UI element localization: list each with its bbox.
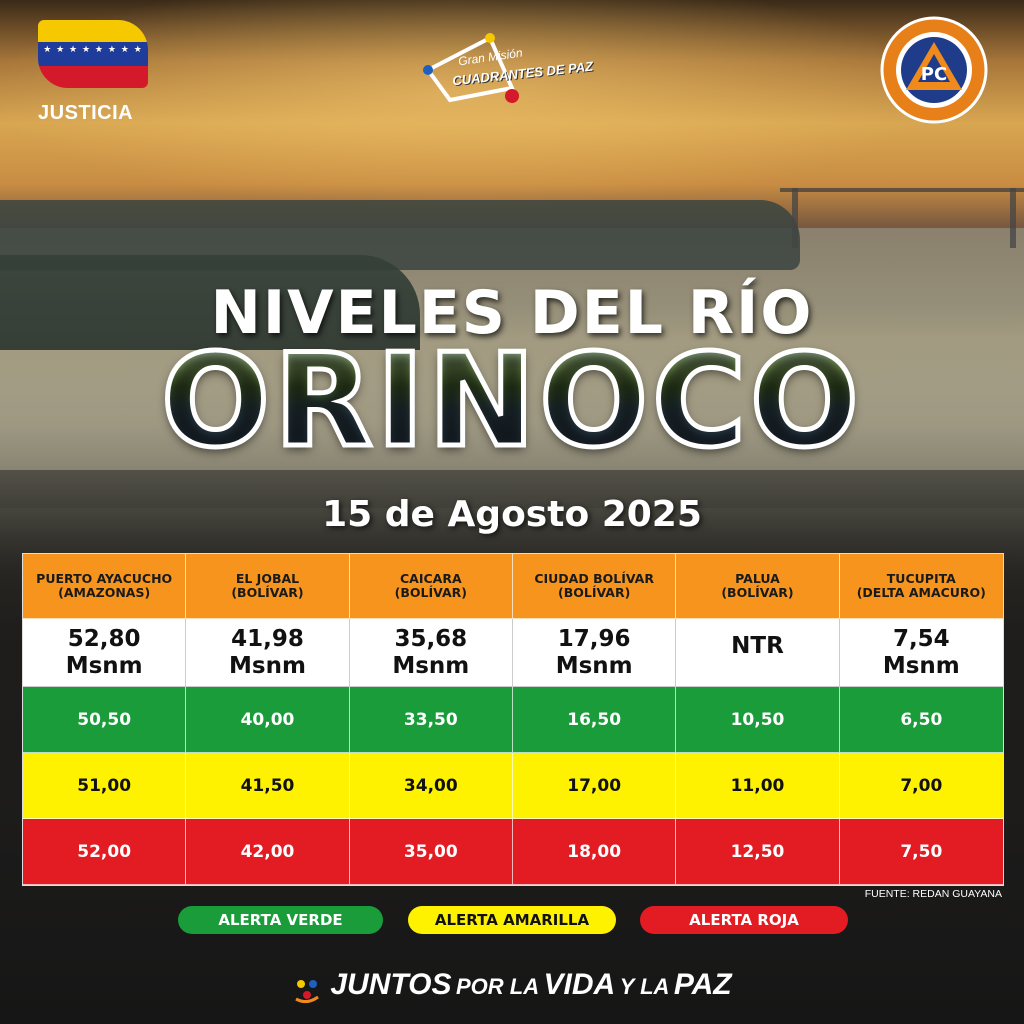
report-date: 15 de Agosto 2025 — [322, 494, 702, 535]
red-alert-cell: 35,00 — [349, 819, 513, 885]
current-level-cell: 7,54 Msnm — [839, 619, 1003, 687]
yellow-alert-cell: 7,00 — [839, 753, 1003, 819]
red-alert-cell: 18,00 — [512, 819, 677, 885]
proteccion-civil-badge-icon: PC — [880, 16, 988, 124]
red-alert-cell: 42,00 — [186, 819, 350, 885]
bridge-tower — [1010, 188, 1016, 248]
legend-yellow: ALERTA AMARILLA — [408, 906, 616, 934]
yellow-alert-cell: 11,00 — [676, 753, 840, 819]
green-alert-cell: 40,00 — [186, 687, 350, 753]
river-level-table: PUERTO AYACUCHO (AMAZONAS) EL JOBAL (BOLÍV… — [22, 553, 1004, 886]
venezuela-flag-icon: ★ ★ ★ ★ ★ ★ ★ ★ — [38, 20, 148, 88]
green-alert-cell: 16,50 — [512, 687, 677, 753]
yellow-alert-cell: 51,00 — [23, 753, 187, 819]
green-alert-cell: 10,50 — [676, 687, 840, 753]
red-alert-cell: 7,50 — [839, 819, 1003, 885]
slogan-word: Y LA — [619, 974, 670, 999]
current-level-cell: NTR — [676, 619, 840, 687]
slogan-word: PAZ — [673, 968, 732, 1001]
green-alert-cell: 33,50 — [349, 687, 513, 753]
station-header: CIUDAD BOLÍVAR (BOLÍVAR) — [512, 554, 677, 619]
station-header: PUERTO AYACUCHO (AMAZONAS) — [23, 554, 187, 619]
legend-green: ALERTA VERDE — [178, 906, 383, 934]
current-level-cell: 52,80 Msnm — [23, 619, 187, 687]
bridge — [780, 188, 1024, 192]
green-alert-cell: 6,50 — [839, 687, 1003, 753]
title-line2: ORINOCO — [0, 335, 1024, 468]
current-level-cell: 41,98 Msnm — [186, 619, 350, 687]
source-note: FUENTE: REDAN GUAYANA — [864, 888, 1002, 900]
badge-initials: PC — [921, 64, 947, 85]
title-line1: NIVELES DEL RÍO — [210, 278, 814, 348]
station-header: CAICARA (BOLÍVAR) — [349, 554, 513, 619]
yellow-alert-cell: 17,00 — [512, 753, 677, 819]
yellow-alert-cell: 41,50 — [186, 753, 350, 819]
justicia-label: JUSTICIA — [38, 102, 134, 124]
red-alert-cell: 12,50 — [676, 819, 840, 885]
slogan-word: JUNTOS — [330, 968, 452, 1001]
cuadrantes-de-paz-logo-icon — [423, 33, 519, 103]
station-header: PALUA (BOLÍVAR) — [676, 554, 840, 619]
station-header: EL JOBAL (BOLÍVAR) — [186, 554, 350, 619]
bridge-tower — [792, 188, 798, 248]
slogan-word: VIDA — [543, 968, 616, 1001]
legend-red: ALERTA ROJA — [640, 906, 848, 934]
title-orinoco: ORINOCO — [159, 327, 863, 476]
green-alert-cell: 50,50 — [23, 687, 187, 753]
near-shore — [0, 255, 420, 350]
red-alert-cell: 52,00 — [23, 819, 187, 885]
current-level-cell: 17,96 Msnm — [512, 619, 677, 687]
current-level-cell: 35,68 Msnm — [349, 619, 513, 687]
slogan-word: POR LA — [455, 974, 540, 999]
juntos-logo-icon — [295, 979, 320, 1003]
yellow-alert-cell: 34,00 — [349, 753, 513, 819]
footer-slogan: JUNTOS POR LA VIDA Y LA PAZ — [0, 968, 1024, 1005]
station-header: TUCUPITA (DELTA AMACURO) — [839, 554, 1003, 619]
